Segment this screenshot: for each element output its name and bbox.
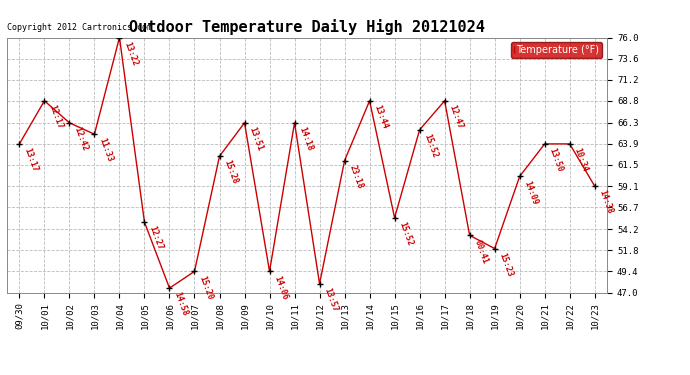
Text: 12:47: 12:47 (447, 104, 464, 130)
Text: 14:06: 14:06 (273, 274, 289, 301)
Text: 13:22: 13:22 (122, 40, 139, 67)
Text: 13:44: 13:44 (373, 104, 389, 130)
Text: 14:38: 14:38 (598, 189, 615, 216)
Title: Outdoor Temperature Daily High 20121024: Outdoor Temperature Daily High 20121024 (129, 19, 485, 35)
Text: 13:50: 13:50 (547, 147, 564, 173)
Text: 15:23: 15:23 (497, 251, 515, 278)
Text: 23:18: 23:18 (347, 164, 364, 190)
Text: 14:18: 14:18 (297, 126, 315, 152)
Text: 11:33: 11:33 (97, 137, 115, 164)
Text: 14:58: 14:58 (172, 291, 189, 318)
Text: 12:17: 12:17 (47, 104, 64, 130)
Legend: Temperature (°F): Temperature (°F) (511, 42, 602, 58)
Text: 15:52: 15:52 (397, 220, 415, 247)
Text: 10:34: 10:34 (573, 147, 589, 173)
Text: 15:52: 15:52 (422, 133, 440, 159)
Text: 00:41: 00:41 (473, 238, 489, 265)
Text: 12:42: 12:42 (72, 126, 89, 152)
Text: Copyright 2012 Cartronics.com: Copyright 2012 Cartronics.com (7, 23, 152, 32)
Text: 14:09: 14:09 (522, 179, 540, 206)
Text: 12:27: 12:27 (147, 225, 164, 252)
Text: 15:20: 15:20 (197, 274, 215, 301)
Text: 13:51: 13:51 (247, 126, 264, 152)
Text: 13:57: 13:57 (322, 286, 339, 313)
Text: 15:28: 15:28 (222, 159, 239, 186)
Text: 13:17: 13:17 (22, 147, 39, 173)
